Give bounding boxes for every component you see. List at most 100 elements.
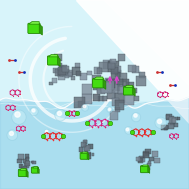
Polygon shape (81, 152, 87, 153)
FancyBboxPatch shape (71, 76, 75, 80)
FancyBboxPatch shape (57, 70, 64, 77)
Polygon shape (26, 170, 28, 177)
Polygon shape (32, 167, 38, 168)
FancyBboxPatch shape (34, 167, 38, 170)
Polygon shape (76, 0, 189, 123)
FancyBboxPatch shape (97, 68, 102, 74)
FancyBboxPatch shape (168, 123, 174, 129)
FancyBboxPatch shape (175, 117, 178, 120)
FancyBboxPatch shape (25, 161, 30, 166)
FancyBboxPatch shape (152, 151, 158, 157)
Polygon shape (103, 79, 106, 89)
FancyBboxPatch shape (82, 94, 92, 104)
FancyBboxPatch shape (139, 156, 145, 162)
FancyBboxPatch shape (136, 157, 140, 161)
FancyBboxPatch shape (55, 69, 63, 76)
FancyBboxPatch shape (92, 75, 101, 84)
FancyBboxPatch shape (59, 68, 65, 75)
FancyBboxPatch shape (93, 78, 104, 88)
FancyBboxPatch shape (115, 107, 120, 112)
FancyBboxPatch shape (139, 72, 145, 78)
FancyBboxPatch shape (97, 83, 108, 94)
FancyBboxPatch shape (115, 93, 125, 103)
FancyBboxPatch shape (75, 63, 80, 68)
FancyBboxPatch shape (126, 82, 134, 90)
FancyBboxPatch shape (54, 54, 62, 61)
FancyBboxPatch shape (123, 86, 134, 95)
FancyBboxPatch shape (98, 96, 104, 101)
FancyBboxPatch shape (135, 96, 139, 101)
FancyBboxPatch shape (115, 70, 121, 77)
FancyBboxPatch shape (28, 23, 40, 33)
Polygon shape (141, 165, 148, 167)
FancyBboxPatch shape (110, 82, 118, 90)
FancyBboxPatch shape (122, 79, 129, 86)
FancyBboxPatch shape (24, 163, 29, 168)
FancyBboxPatch shape (93, 94, 100, 101)
Circle shape (155, 117, 166, 129)
FancyBboxPatch shape (34, 168, 37, 171)
FancyBboxPatch shape (58, 67, 66, 74)
FancyBboxPatch shape (88, 144, 94, 149)
FancyBboxPatch shape (106, 80, 114, 88)
FancyBboxPatch shape (149, 157, 154, 161)
FancyBboxPatch shape (18, 169, 27, 177)
Polygon shape (87, 153, 89, 160)
FancyBboxPatch shape (53, 68, 58, 73)
Polygon shape (39, 24, 42, 35)
FancyBboxPatch shape (106, 79, 115, 88)
FancyBboxPatch shape (25, 154, 29, 159)
FancyBboxPatch shape (101, 82, 112, 93)
FancyBboxPatch shape (61, 65, 67, 71)
FancyBboxPatch shape (47, 56, 58, 65)
Circle shape (7, 130, 18, 140)
FancyBboxPatch shape (103, 60, 112, 69)
FancyBboxPatch shape (72, 67, 80, 74)
Polygon shape (29, 22, 39, 24)
FancyBboxPatch shape (146, 167, 150, 170)
FancyBboxPatch shape (105, 81, 114, 90)
FancyBboxPatch shape (86, 152, 91, 156)
FancyBboxPatch shape (146, 149, 151, 154)
FancyBboxPatch shape (62, 68, 69, 75)
FancyBboxPatch shape (128, 65, 136, 72)
FancyBboxPatch shape (124, 95, 134, 105)
FancyBboxPatch shape (161, 125, 167, 130)
FancyBboxPatch shape (58, 73, 65, 80)
FancyBboxPatch shape (99, 62, 108, 71)
FancyBboxPatch shape (82, 84, 92, 94)
FancyBboxPatch shape (76, 71, 81, 76)
FancyBboxPatch shape (84, 146, 88, 150)
Polygon shape (48, 55, 57, 57)
FancyBboxPatch shape (19, 164, 22, 168)
FancyBboxPatch shape (111, 67, 118, 74)
Polygon shape (133, 87, 135, 96)
FancyBboxPatch shape (148, 161, 151, 164)
FancyBboxPatch shape (108, 63, 115, 69)
FancyBboxPatch shape (132, 88, 137, 93)
FancyBboxPatch shape (117, 73, 127, 82)
Circle shape (132, 113, 141, 122)
FancyBboxPatch shape (117, 82, 122, 88)
FancyBboxPatch shape (62, 66, 69, 72)
FancyBboxPatch shape (86, 153, 91, 159)
FancyBboxPatch shape (65, 74, 69, 78)
FancyBboxPatch shape (169, 117, 175, 123)
FancyBboxPatch shape (112, 98, 119, 106)
FancyBboxPatch shape (80, 73, 87, 80)
FancyBboxPatch shape (132, 66, 139, 73)
FancyBboxPatch shape (60, 69, 67, 76)
FancyBboxPatch shape (84, 145, 90, 151)
FancyBboxPatch shape (117, 79, 123, 85)
FancyBboxPatch shape (172, 118, 176, 123)
FancyBboxPatch shape (164, 125, 168, 129)
FancyBboxPatch shape (60, 68, 64, 73)
FancyBboxPatch shape (110, 111, 118, 120)
FancyBboxPatch shape (164, 125, 168, 130)
FancyBboxPatch shape (143, 151, 149, 156)
Bar (0, 102, 189, 189)
FancyBboxPatch shape (154, 158, 160, 163)
FancyBboxPatch shape (59, 66, 64, 71)
FancyBboxPatch shape (23, 166, 27, 170)
FancyBboxPatch shape (113, 79, 117, 83)
